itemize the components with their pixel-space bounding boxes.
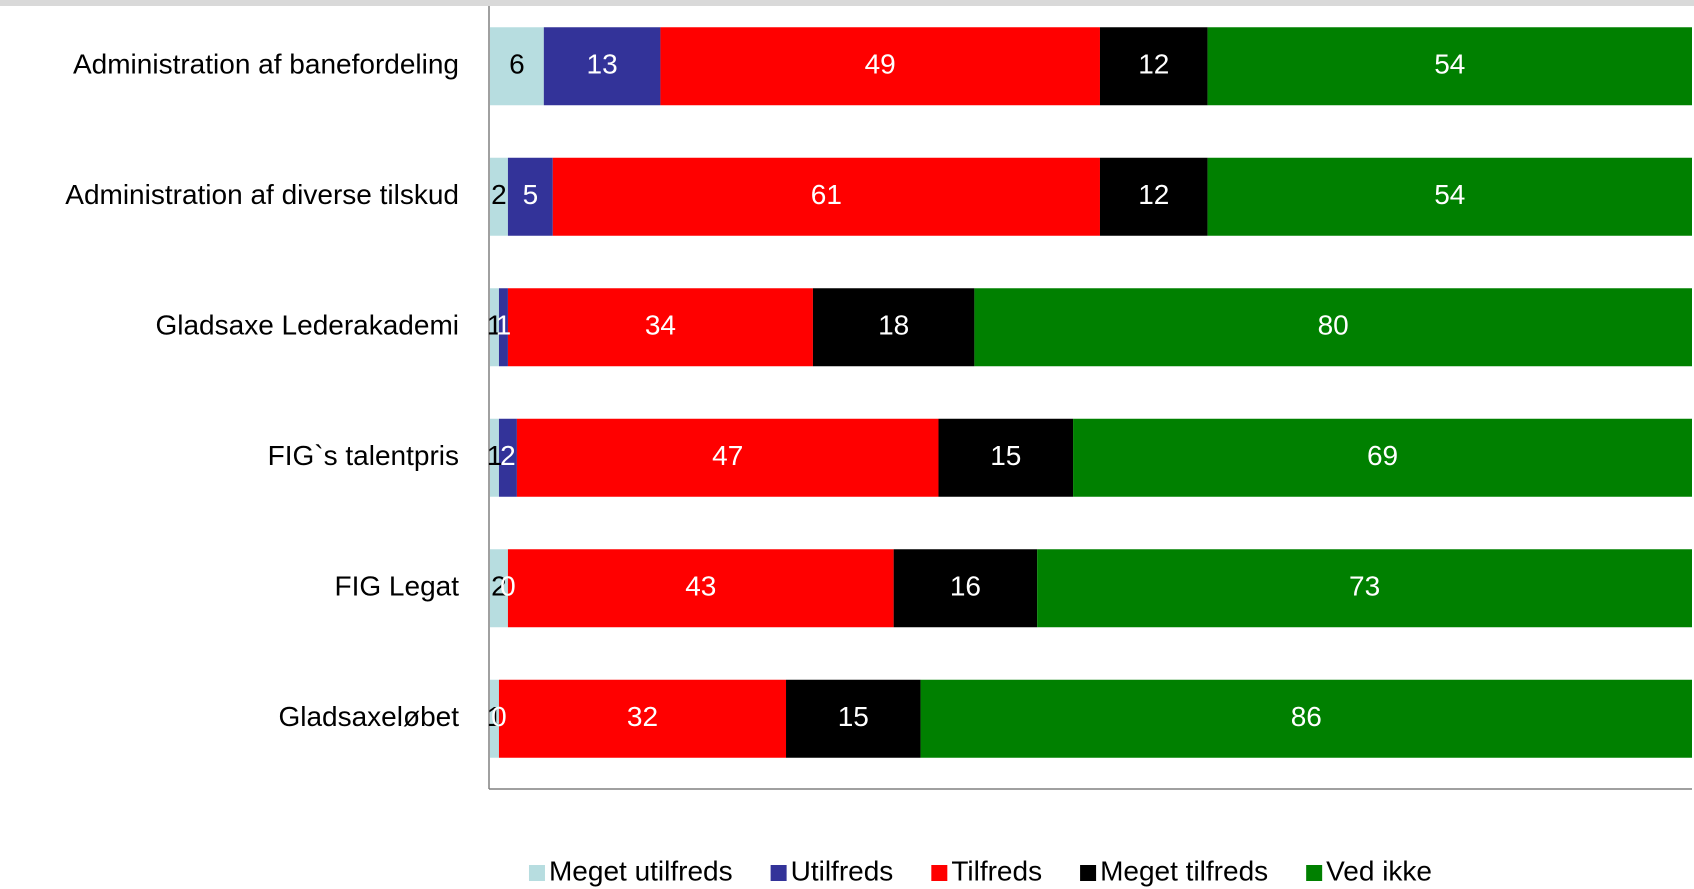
legend-label: Ved ikke — [1326, 855, 1432, 886]
category-label: Administration af diverse tilskud — [65, 179, 459, 210]
bar-segment — [1073, 418, 1692, 497]
legend-label: Meget tilfreds — [1100, 855, 1268, 886]
category-label: Administration af banefordeling — [73, 49, 459, 80]
bar-segment — [786, 679, 921, 758]
bar-segment — [543, 27, 661, 106]
bar-segment — [920, 679, 1692, 758]
data-label: 2 — [500, 440, 516, 471]
bar-segment — [490, 549, 508, 628]
data-label: 1 — [487, 440, 503, 471]
bar-segment — [1099, 27, 1208, 106]
data-label: 34 — [645, 310, 676, 341]
data-label: 2 — [491, 179, 507, 210]
bar-segment — [490, 418, 499, 497]
legend-swatch — [1306, 865, 1323, 881]
data-label: 43 — [685, 571, 716, 602]
bar-segment — [490, 27, 544, 106]
category-label: FIG Legat — [334, 571, 459, 602]
category-label: Gladsaxeløbet — [278, 701, 459, 732]
legend-swatch — [770, 865, 787, 881]
data-label: 15 — [838, 701, 869, 732]
data-label: 54 — [1434, 49, 1465, 80]
legend-swatch — [528, 865, 545, 881]
bar-segment — [1207, 157, 1692, 236]
legend-swatch — [1080, 865, 1097, 881]
bar-segment — [507, 288, 813, 367]
data-label: 49 — [865, 49, 896, 80]
data-label: 6 — [509, 49, 525, 80]
data-label: 0 — [500, 571, 516, 602]
bar-segment — [507, 549, 894, 628]
legend-label: Utilfreds — [791, 855, 894, 886]
data-label: 1 — [496, 310, 512, 341]
category-label: Gladsaxe Lederakademi — [155, 310, 459, 341]
top-border — [0, 0, 1694, 6]
bar-segment — [490, 157, 508, 236]
legend-label: Meget utilfreds — [549, 855, 733, 886]
data-label: 61 — [811, 179, 842, 210]
bar-segment — [507, 157, 553, 236]
category-label: FIG`s talentpris — [268, 440, 459, 471]
data-label: 12 — [1138, 49, 1169, 80]
legend-swatch — [931, 865, 948, 881]
bar-segment — [974, 288, 1692, 367]
data-label: 15 — [990, 440, 1021, 471]
bar-segment — [1037, 549, 1692, 628]
data-label: 47 — [712, 440, 743, 471]
data-label: 1 — [487, 701, 503, 732]
bar-segment — [490, 679, 499, 758]
bar-segment — [498, 679, 787, 758]
bar-segment — [893, 549, 1038, 628]
data-label: 12 — [1138, 179, 1169, 210]
data-label: 86 — [1291, 701, 1322, 732]
data-label: 32 — [627, 701, 658, 732]
bar-segment — [938, 418, 1074, 497]
legend-label: Tilfreds — [951, 855, 1042, 886]
bar-segment — [660, 27, 1100, 106]
data-label: 5 — [523, 179, 539, 210]
data-label: 1 — [487, 310, 503, 341]
data-label: 69 — [1367, 440, 1398, 471]
bar-segment — [812, 288, 975, 367]
data-label: 13 — [587, 49, 618, 80]
bar-segment — [498, 288, 508, 367]
bar-segment — [498, 418, 517, 497]
data-label: 73 — [1349, 571, 1380, 602]
data-label: 18 — [878, 310, 909, 341]
bar-segment — [1207, 27, 1692, 106]
bar-segment — [490, 288, 499, 367]
data-label: 0 — [491, 701, 507, 732]
data-label: 54 — [1434, 179, 1465, 210]
bar-segment — [516, 418, 939, 497]
data-label: 2 — [491, 571, 507, 602]
data-label: 80 — [1318, 310, 1349, 341]
bar-segment — [552, 157, 1100, 236]
data-label: 16 — [950, 571, 981, 602]
bar-segment — [1099, 157, 1208, 236]
